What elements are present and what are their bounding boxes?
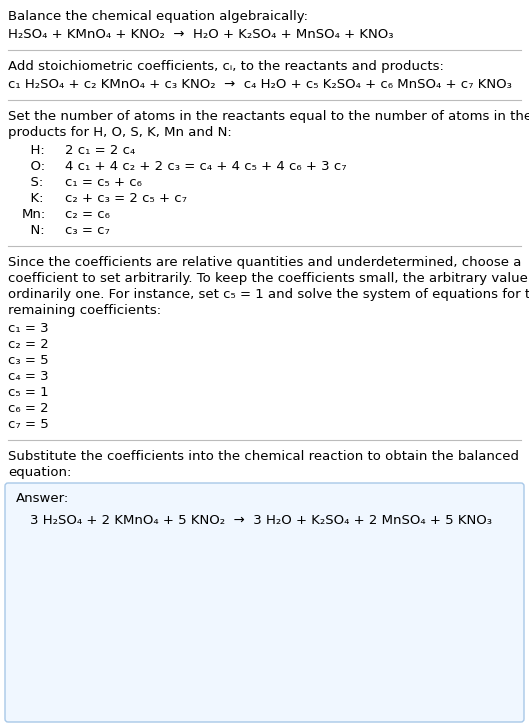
Text: N:: N: bbox=[22, 224, 44, 237]
Text: c₄ = 3: c₄ = 3 bbox=[8, 370, 49, 383]
Text: c₃ = c₇: c₃ = c₇ bbox=[65, 224, 110, 237]
Text: c₃ = 5: c₃ = 5 bbox=[8, 354, 49, 367]
Text: equation:: equation: bbox=[8, 466, 71, 479]
Text: c₅ = 1: c₅ = 1 bbox=[8, 386, 49, 399]
Text: remaining coefficients:: remaining coefficients: bbox=[8, 304, 161, 317]
Text: c₂ = 2: c₂ = 2 bbox=[8, 338, 49, 351]
Text: H₂SO₄ + KMnO₄ + KNO₂  →  H₂O + K₂SO₄ + MnSO₄ + KNO₃: H₂SO₄ + KMnO₄ + KNO₂ → H₂O + K₂SO₄ + MnS… bbox=[8, 28, 394, 41]
Text: c₁ = 3: c₁ = 3 bbox=[8, 322, 49, 335]
Text: Set the number of atoms in the reactants equal to the number of atoms in the: Set the number of atoms in the reactants… bbox=[8, 110, 529, 123]
Text: c₇ = 5: c₇ = 5 bbox=[8, 418, 49, 431]
Text: ordinarily one. For instance, set c₅ = 1 and solve the system of equations for t: ordinarily one. For instance, set c₅ = 1… bbox=[8, 288, 529, 301]
Text: 2 c₁ = 2 c₄: 2 c₁ = 2 c₄ bbox=[65, 144, 135, 157]
Text: Add stoichiometric coefficients, cᵢ, to the reactants and products:: Add stoichiometric coefficients, cᵢ, to … bbox=[8, 60, 444, 73]
Text: S:: S: bbox=[22, 176, 43, 189]
Text: c₆ = 2: c₆ = 2 bbox=[8, 402, 49, 415]
Text: K:: K: bbox=[22, 192, 43, 205]
Text: Since the coefficients are relative quantities and underdetermined, choose a: Since the coefficients are relative quan… bbox=[8, 256, 522, 269]
FancyBboxPatch shape bbox=[5, 483, 524, 722]
Text: 3 H₂SO₄ + 2 KMnO₄ + 5 KNO₂  →  3 H₂O + K₂SO₄ + 2 MnSO₄ + 5 KNO₃: 3 H₂SO₄ + 2 KMnO₄ + 5 KNO₂ → 3 H₂O + K₂S… bbox=[30, 514, 492, 527]
Text: Answer:: Answer: bbox=[16, 492, 69, 505]
Text: Balance the chemical equation algebraically:: Balance the chemical equation algebraica… bbox=[8, 10, 308, 23]
Text: O:: O: bbox=[22, 160, 45, 173]
Text: Mn:: Mn: bbox=[22, 208, 46, 221]
Text: c₁ H₂SO₄ + c₂ KMnO₄ + c₃ KNO₂  →  c₄ H₂O + c₅ K₂SO₄ + c₆ MnSO₄ + c₇ KNO₃: c₁ H₂SO₄ + c₂ KMnO₄ + c₃ KNO₂ → c₄ H₂O +… bbox=[8, 78, 512, 91]
Text: coefficient to set arbitrarily. To keep the coefficients small, the arbitrary va: coefficient to set arbitrarily. To keep … bbox=[8, 272, 529, 285]
Text: c₂ = c₆: c₂ = c₆ bbox=[65, 208, 110, 221]
Text: Substitute the coefficients into the chemical reaction to obtain the balanced: Substitute the coefficients into the che… bbox=[8, 450, 519, 463]
Text: products for H, O, S, K, Mn and N:: products for H, O, S, K, Mn and N: bbox=[8, 126, 232, 139]
Text: H:: H: bbox=[22, 144, 45, 157]
Text: c₂ + c₃ = 2 c₅ + c₇: c₂ + c₃ = 2 c₅ + c₇ bbox=[65, 192, 187, 205]
Text: c₁ = c₅ + c₆: c₁ = c₅ + c₆ bbox=[65, 176, 142, 189]
Text: 4 c₁ + 4 c₂ + 2 c₃ = c₄ + 4 c₅ + 4 c₆ + 3 c₇: 4 c₁ + 4 c₂ + 2 c₃ = c₄ + 4 c₅ + 4 c₆ + … bbox=[65, 160, 346, 173]
